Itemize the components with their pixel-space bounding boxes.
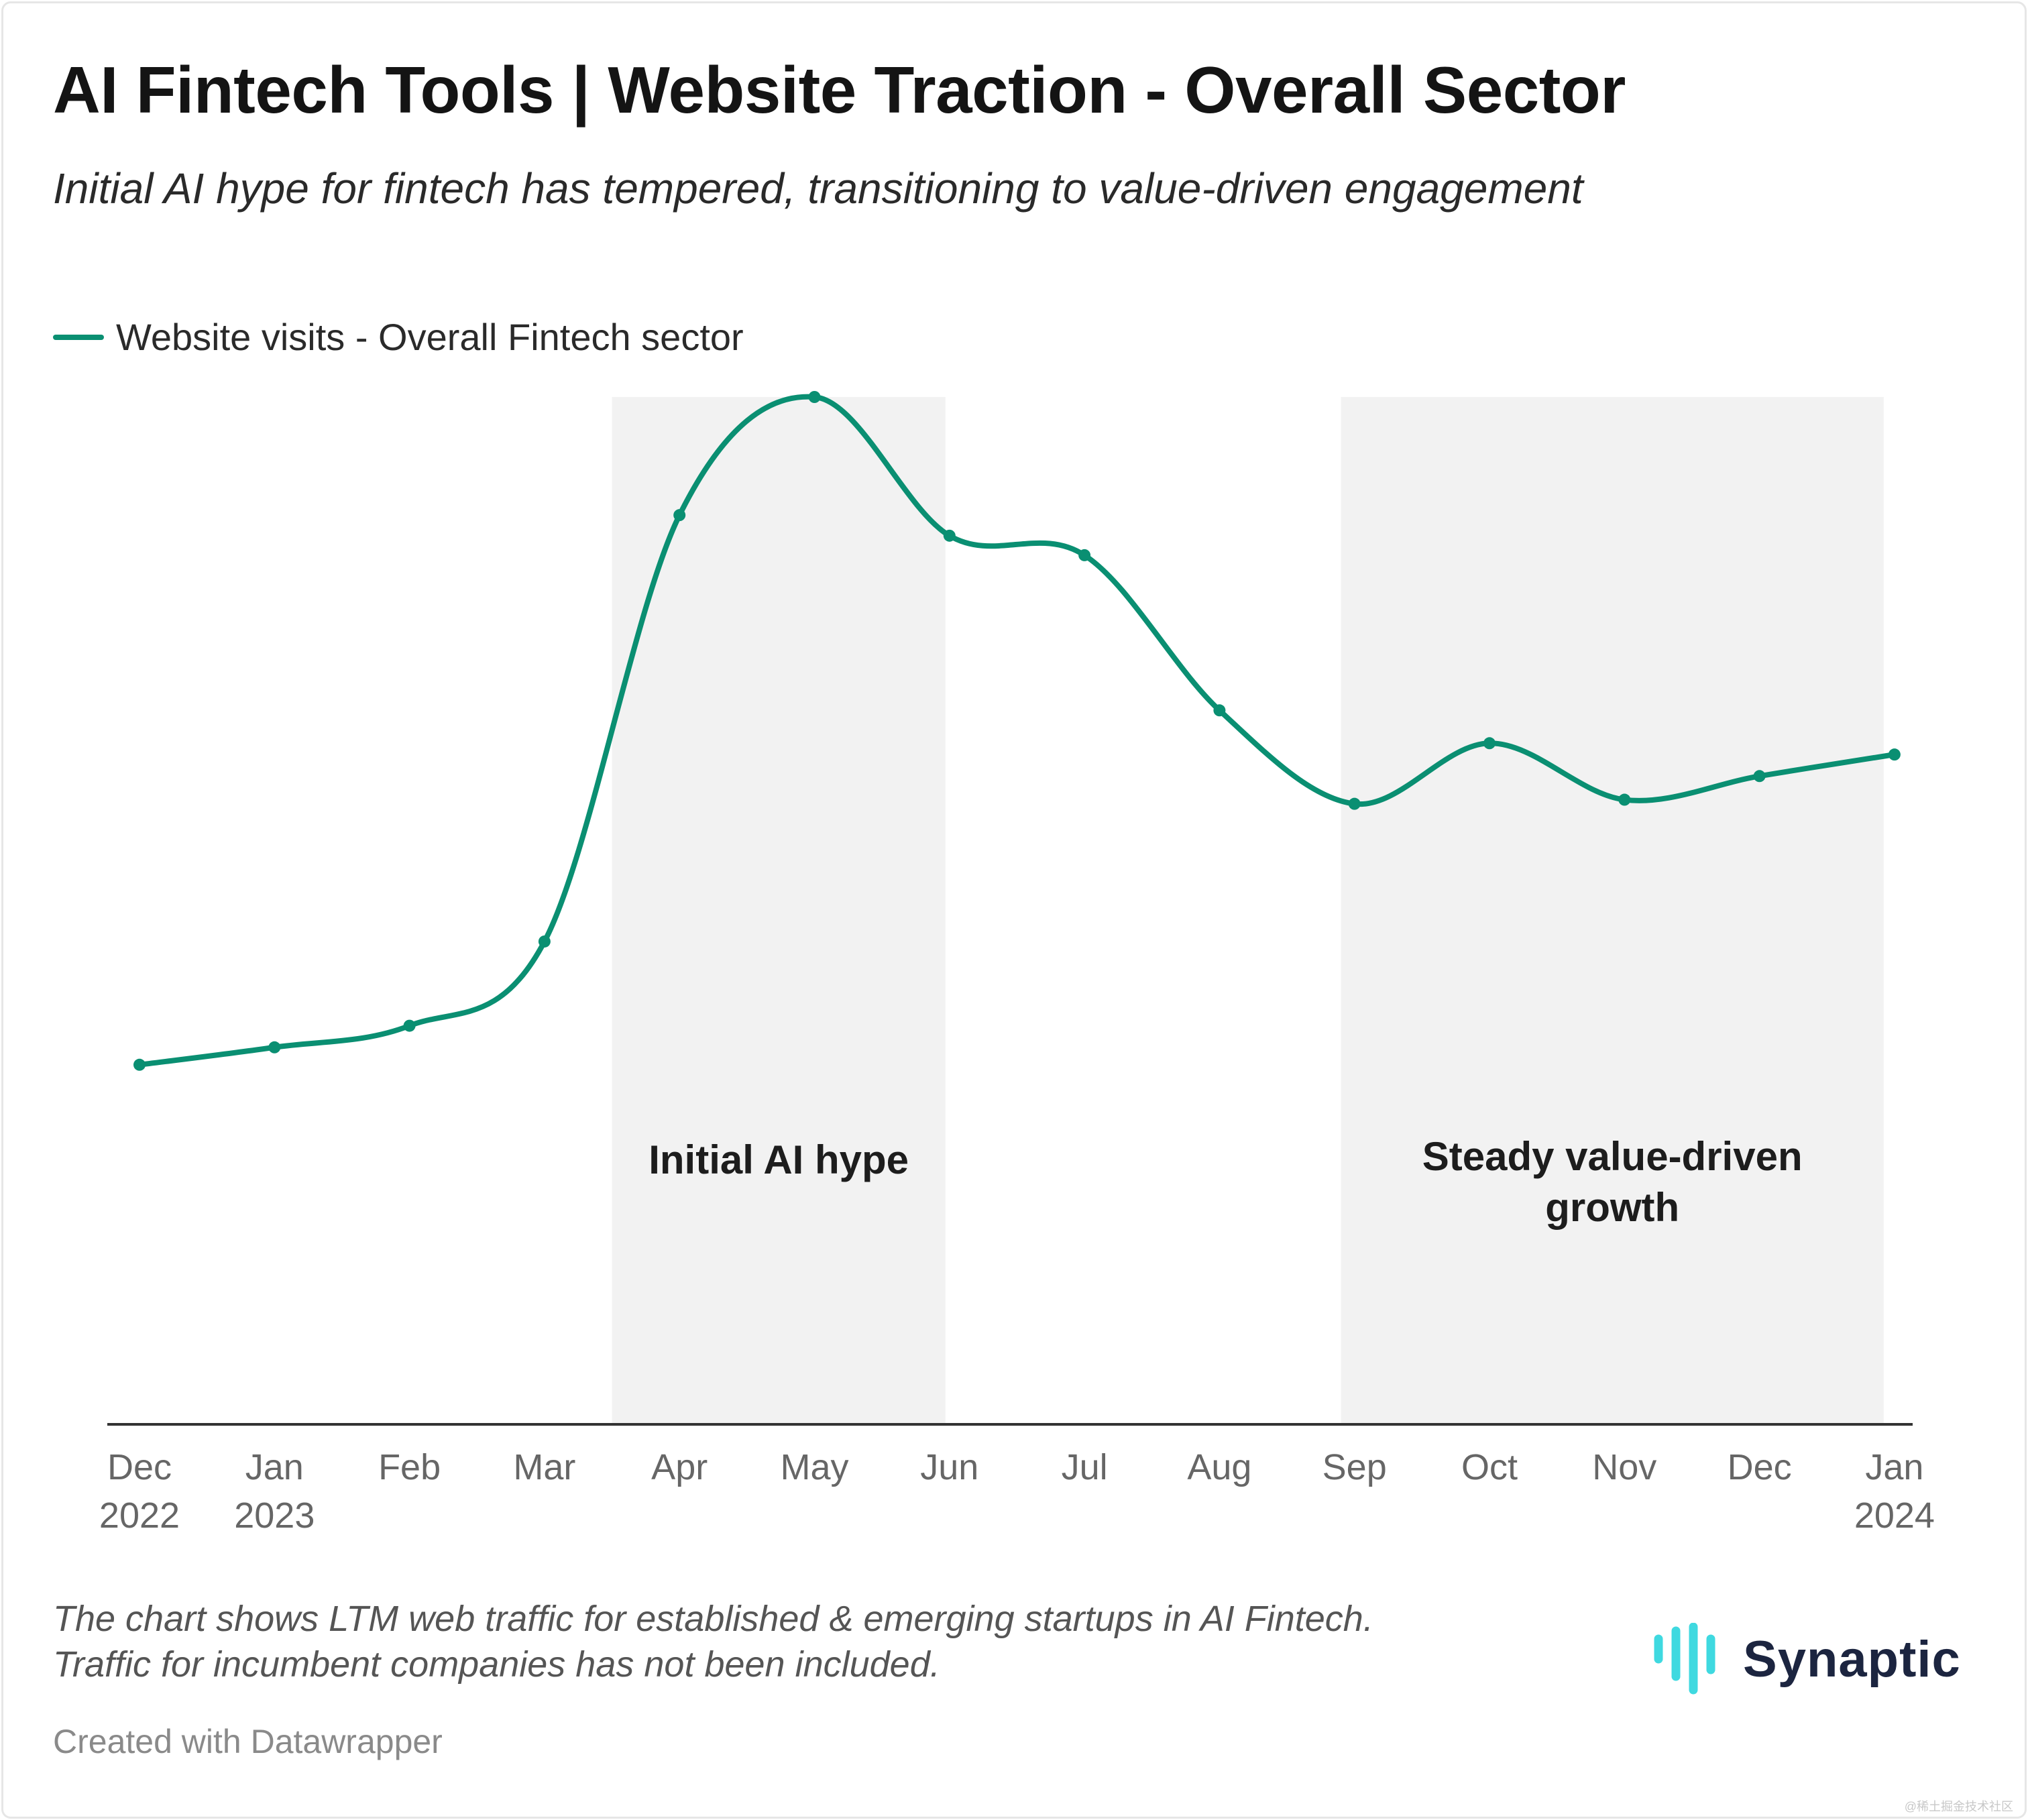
x-tick-label-14: Jan 2024	[1854, 1447, 1935, 1536]
annotation-shades	[612, 397, 1884, 1424]
data-point-2	[268, 1041, 281, 1054]
annotation-label-2: Steady value-driven growth	[1422, 1134, 1803, 1230]
x-tick-label-8: Jul	[1062, 1447, 1108, 1487]
chart-subtitle: Initial AI hype for fintech has tempered…	[53, 164, 1583, 213]
x-tick-label-4: Mar	[513, 1447, 575, 1487]
data-point-12	[1618, 793, 1631, 806]
legend: Website visits - Overall Fintech sector	[53, 315, 744, 359]
x-tick-label-2: Jan 2023	[234, 1447, 315, 1536]
data-point-4	[538, 935, 551, 948]
x-tick-label-9: Aug	[1187, 1447, 1251, 1487]
x-tick-label-7: Jun	[920, 1447, 978, 1487]
footnote-line-2: Traffic for incumbent companies has not …	[53, 1644, 940, 1685]
footnote-line-1: The chart shows LTM web traffic for esta…	[53, 1599, 1373, 1639]
x-tick-label-12: Nov	[1592, 1447, 1656, 1487]
line-chart: Initial AI hype Steady value-driven growth…	[99, 391, 1935, 1536]
brand-name: Synaptic	[1743, 1630, 1961, 1688]
watermark-text: @稀土掘金技术社区	[1904, 1800, 2013, 1813]
annotation-label-1: Initial AI hype	[649, 1137, 909, 1182]
data-point-5	[673, 509, 686, 522]
data-point-14	[1888, 748, 1901, 761]
series-line	[137, 394, 1897, 1068]
series-group	[137, 394, 1897, 1068]
chart-title: AI Fintech Tools | Website Traction - Ov…	[53, 53, 1626, 127]
data-points	[133, 391, 1901, 1071]
data-point-1	[133, 1058, 146, 1071]
x-tick-label-5: Apr	[651, 1447, 708, 1487]
data-point-7	[943, 529, 956, 542]
x-tick-label-1: Dec 2022	[99, 1447, 180, 1536]
data-point-3	[403, 1019, 416, 1032]
x-tick-label-11: Oct	[1461, 1447, 1518, 1487]
footnote: The chart shows LTM web traffic for esta…	[53, 1596, 1373, 1687]
data-point-9	[1213, 704, 1226, 717]
synaptic-bars-icon	[1654, 1623, 1715, 1695]
annotation-labels: Initial AI hype Steady value-driven growth	[649, 1134, 1802, 1230]
x-tick-label-3: Feb	[378, 1447, 441, 1487]
data-point-6	[808, 391, 821, 403]
data-point-11	[1483, 737, 1496, 750]
legend-swatch	[53, 334, 104, 340]
credit-text: Created with Datawrapper	[53, 1723, 443, 1760]
data-point-13	[1753, 770, 1766, 783]
x-tick-label-10: Sep	[1322, 1447, 1387, 1487]
brand-logo: Synaptic	[1653, 1623, 1961, 1695]
data-point-10	[1348, 797, 1361, 810]
x-tick-label-6: May	[780, 1447, 848, 1487]
data-point-8	[1078, 549, 1091, 561]
x-tick-label-13: Dec	[1728, 1447, 1792, 1487]
legend-label: Website visits - Overall Fintech sector	[116, 316, 744, 358]
annotation-band-2	[1341, 397, 1884, 1424]
annotation-band-1	[612, 397, 946, 1424]
x-axis-ticks: Dec 2022 Jan 2023 Feb Mar Apr May Jun Jul Aug Sep Oc…	[99, 1447, 1935, 1536]
